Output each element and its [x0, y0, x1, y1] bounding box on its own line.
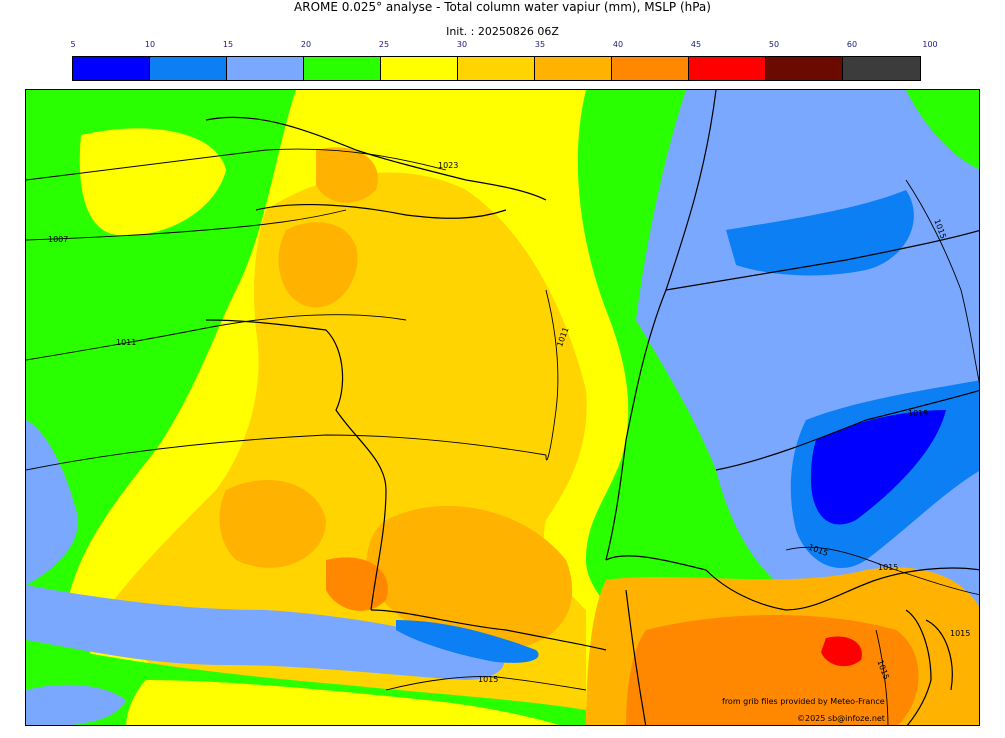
colorbar-tick: 5: [70, 40, 76, 49]
colorbar-tick: 30: [456, 40, 468, 49]
isobar-label: 1015: [478, 675, 498, 684]
coastline: [205, 116, 547, 201]
copyright-credit: ©2025 sb@infoze.net: [797, 714, 885, 723]
tcwv-field-darkblue: [811, 410, 946, 525]
tcwv-field-blue: [726, 190, 914, 276]
colorbar-swatch: [689, 57, 766, 80]
border: [715, 389, 979, 471]
colorbar-swatch: [381, 57, 458, 80]
data-source-credit: from grib files provided by Meteo-France: [722, 697, 885, 706]
isobar: [785, 546, 979, 596]
isobar-label: 1011: [116, 338, 136, 347]
tcwv-field-lightblue-west: [26, 90, 78, 585]
isobar-label: 1015: [878, 563, 898, 572]
isobar: [26, 314, 407, 361]
tcwv-field-red: [821, 636, 862, 667]
chart-title: AROME 0.025° analyse - Total column wate…: [294, 0, 711, 14]
colorbar-swatch: [150, 57, 227, 80]
colorbar-tick: 35: [534, 40, 546, 49]
coastline: [205, 319, 387, 611]
isobar-label: 1015: [908, 409, 928, 418]
colorbar-tick: 45: [690, 40, 702, 49]
tcwv-field-green: [906, 90, 979, 170]
colorbar-tick: 100: [922, 40, 938, 49]
tcwv-field-lightblue-south: [26, 684, 126, 725]
isobars: [26, 148, 979, 725]
border: [665, 229, 979, 291]
isobar: [26, 148, 447, 181]
border: [605, 90, 717, 561]
isobar-label: 1007: [48, 235, 68, 244]
colorbar-tick: 40: [612, 40, 624, 49]
colorbar-tick: 60: [846, 40, 858, 49]
colorbar-tick: 50: [768, 40, 780, 49]
isobar: [26, 209, 347, 241]
colorbar-swatch: [73, 57, 150, 80]
isobar: [385, 676, 587, 691]
tcwv-field-yellow: [126, 680, 560, 725]
isobar: [875, 629, 889, 725]
coastline: [625, 589, 647, 725]
isobar-label: 1015: [950, 629, 970, 638]
colorbar-swatch: [843, 57, 920, 80]
colorbar-tick: 10: [144, 40, 156, 49]
tcwv-field-orange: [278, 222, 358, 308]
isobar: [545, 289, 559, 461]
colorbar-swatch: [458, 57, 535, 80]
isobar: [26, 434, 547, 471]
tcwv-field-green: [26, 208, 88, 400]
coastline: [605, 555, 979, 611]
tcwv-field-lightblue-south: [26, 585, 505, 680]
colorbar-tick: 15: [222, 40, 234, 49]
init-time: Init. : 20250826 06Z: [446, 25, 559, 38]
tcwv-field-orange: [316, 147, 378, 203]
colorbar-swatch: [227, 57, 304, 80]
colorbar-swatch: [535, 57, 612, 80]
tcwv-field-orange: [366, 505, 573, 650]
colorbar-tick: 20: [300, 40, 312, 49]
colorbar: 5 10 15 20 25 30 35 40 45 50 60 100: [0, 40, 1005, 82]
map-canvas: 1023 1007 1011 1011 1015 1015 1015 1015 …: [26, 90, 979, 725]
coastline: [925, 619, 953, 691]
coastlines: [205, 90, 979, 725]
isobar-label: 1023: [438, 161, 458, 170]
colorbar-tick: 25: [378, 40, 390, 49]
coastline: [905, 609, 932, 725]
isobar: [905, 179, 979, 384]
colorbar-swatch: [766, 57, 843, 80]
coastline: [255, 203, 507, 219]
tcwv-field-blue: [396, 620, 539, 663]
weather-map: 1023 1007 1011 1011 1015 1015 1015 1015 …: [25, 89, 980, 726]
tcwv-field-darkorange: [626, 615, 919, 725]
colorbar-swatches: [72, 56, 921, 81]
colorbar-swatch: [304, 57, 381, 80]
border: [370, 609, 607, 651]
tcwv-field-yellow: [79, 128, 226, 236]
colorbar-swatch: [612, 57, 689, 80]
tcwv-field-orange: [219, 480, 326, 568]
